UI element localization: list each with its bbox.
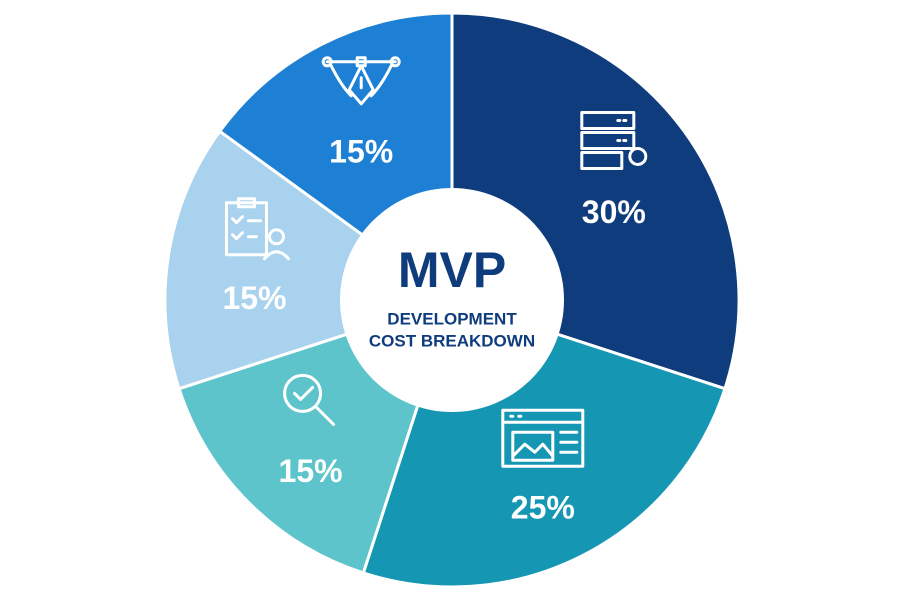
- slice-icon: [580, 110, 648, 170]
- chart-subtitle: DEVELOPMENT: [387, 309, 517, 328]
- slice-icon: [283, 373, 336, 426]
- value-label: 15%: [222, 280, 286, 316]
- value-label: 25%: [511, 490, 575, 526]
- slice-icon: [224, 197, 290, 261]
- pie-slice: [163, 129, 456, 391]
- center-hole: [340, 188, 564, 412]
- value-label: 15%: [329, 133, 393, 169]
- slice-icon: [501, 408, 585, 468]
- value-label: 15%: [279, 453, 343, 489]
- slice-icon: [321, 56, 401, 106]
- chart-subtitle: COST BREAKDOWN: [369, 331, 535, 350]
- value-label: 30%: [582, 194, 646, 230]
- labels: 30% 25% 15% 15% 15%: [222, 56, 648, 526]
- chart-title: MVP: [398, 242, 506, 298]
